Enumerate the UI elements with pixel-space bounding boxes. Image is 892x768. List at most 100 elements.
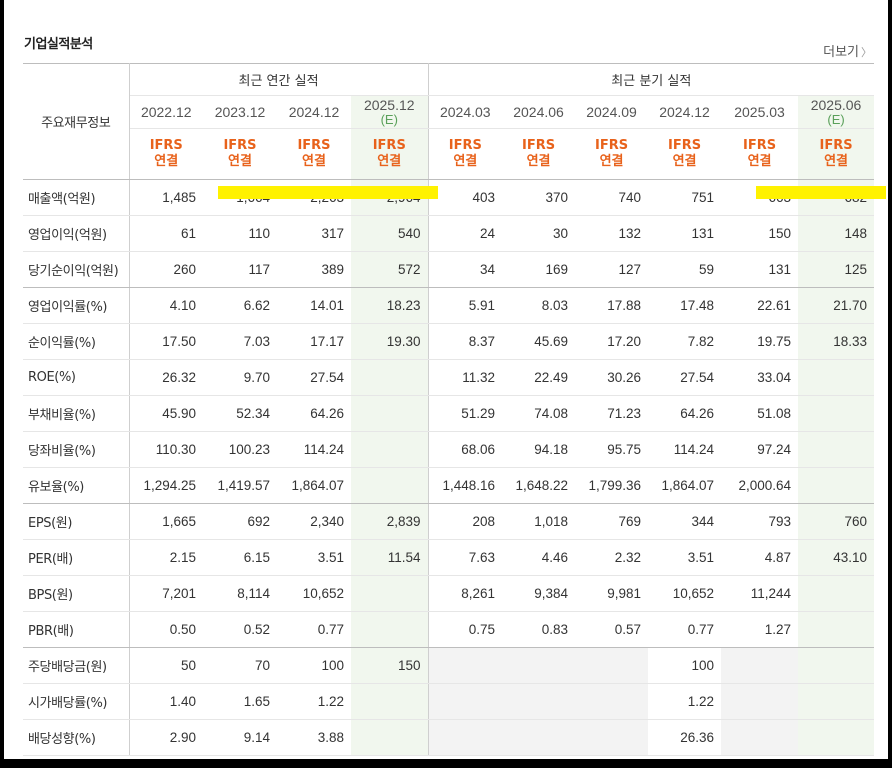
period-label: 2024.06 (513, 104, 564, 120)
value-cell: 51.29 (427, 395, 503, 432)
consolidated-label: 연결 (377, 154, 402, 169)
value-cell: 0.77 (277, 611, 351, 648)
period-label: 2024.12 (288, 104, 340, 120)
value-cell: 17.88 (575, 287, 649, 324)
value-cell: 17.20 (575, 323, 649, 360)
ifrs-consolidated-badge: IFRS 연결 (575, 128, 649, 180)
ifrs-label: IFRS (594, 138, 629, 153)
period-header: 2024.06 (502, 95, 576, 129)
value-cell: 27.54 (277, 359, 351, 396)
value-cell (575, 719, 649, 756)
value-cell (798, 575, 875, 612)
value-cell: 22.61 (721, 287, 799, 324)
value-cell: 1,018 (502, 503, 576, 540)
value-cell: 34 (427, 251, 503, 288)
value-cell (575, 647, 649, 684)
period-label: 2024.03 (439, 104, 491, 120)
value-cell: 0.57 (575, 611, 649, 648)
table-row: PBR(배) 0.50 0.52 0.77 0.75 0.83 0.57 0.77 1.27 (23, 611, 875, 648)
value-cell: 11.32 (427, 359, 503, 396)
ifrs-label: IFRS (448, 138, 482, 153)
value-cell: 370 (502, 179, 576, 216)
value-cell: 740 (575, 179, 649, 216)
value-cell: 260 (129, 251, 203, 288)
value-cell: 61 (129, 215, 203, 252)
row-label: 매출액(억원) (23, 179, 130, 216)
value-cell: 10,652 (277, 575, 351, 612)
more-label: 더보기 (823, 45, 859, 60)
value-cell: 5.91 (427, 287, 503, 324)
value-cell (798, 395, 875, 432)
value-cell (798, 467, 875, 504)
ifrs-label: IFRS (742, 138, 777, 153)
table-row: 매출액(억원)1,4851,6642,2632,9644033707407516… (23, 179, 875, 216)
value-cell: 769 (575, 503, 649, 540)
value-cell: 68.06 (427, 431, 503, 468)
value-cell: 30.26 (575, 359, 649, 396)
value-cell: 344 (648, 503, 722, 540)
value-cell (798, 431, 875, 468)
financial-table: 주요재무정보 최근 연간 실적 최근 분기 실적 2022.12 2023.12 2… (23, 63, 875, 756)
value-cell: 148 (798, 215, 875, 252)
value-cell (798, 719, 875, 756)
value-cell: 100 (277, 647, 351, 684)
ifrs-consolidated-badge: IFRS 연결 (648, 128, 722, 180)
value-cell: 751 (648, 179, 722, 216)
value-cell: 97.24 (721, 431, 799, 468)
value-cell: 1,864.07 (277, 467, 351, 504)
ifrs-label: IFRS (149, 138, 183, 153)
value-cell: 8.03 (502, 287, 576, 324)
value-cell: 9.70 (203, 359, 277, 396)
value-cell: 45.90 (129, 395, 203, 432)
ifrs-consolidated-badge: IFRS 연결 (203, 128, 277, 180)
value-cell: 45.69 (502, 323, 576, 360)
value-cell: 3.88 (277, 719, 351, 756)
value-cell: 10,652 (648, 575, 722, 612)
period-header: 2024.12 (648, 95, 722, 129)
value-cell: 1.40 (129, 683, 203, 720)
row-label: 순이익률(%) (23, 323, 130, 360)
row-label: PBR(배) (23, 611, 130, 648)
table-row: 당좌비율(%) 110.30 100.23 114.24 68.06 94.18 95.75… (23, 431, 875, 468)
value-cell: 1.65 (203, 683, 277, 720)
value-cell: 9,384 (502, 575, 576, 612)
period-header: 2024.09 (575, 95, 649, 129)
value-cell: 2.15 (129, 539, 203, 576)
value-cell: 1.27 (721, 611, 799, 648)
value-cell: 71.23 (575, 395, 649, 432)
value-cell (351, 719, 429, 756)
ifrs-consolidated-badge: IFRS 연결 (721, 128, 799, 180)
value-cell (502, 647, 576, 684)
value-cell (351, 683, 429, 720)
value-cell: 9,981 (575, 575, 649, 612)
value-cell: 692 (203, 503, 277, 540)
row-label-header: 주요재무정보 (23, 63, 130, 180)
value-cell (351, 359, 429, 396)
value-cell: 17.50 (129, 323, 203, 360)
value-cell: 7.63 (427, 539, 503, 576)
value-cell: 1,448.16 (427, 467, 503, 504)
more-link[interactable]: 더보기 〉 (823, 41, 872, 60)
value-cell: 17.48 (648, 287, 722, 324)
value-cell: 21.70 (798, 287, 875, 324)
period-label: 2024.09 (586, 104, 637, 120)
value-cell: 4.10 (129, 287, 203, 324)
period-label: 2025.03 (734, 104, 785, 120)
value-cell: 0.50 (129, 611, 203, 648)
value-cell (798, 359, 875, 396)
value-cell: 64.26 (648, 395, 722, 432)
consolidated-label: 연결 (672, 154, 697, 169)
value-cell: 8,114 (203, 575, 277, 612)
value-cell: 26.32 (129, 359, 203, 396)
value-cell: 100.23 (203, 431, 277, 468)
value-cell: 540 (351, 215, 429, 252)
value-cell: 403 (427, 179, 503, 216)
value-cell: 4.46 (502, 539, 576, 576)
value-cell: 3.51 (648, 539, 722, 576)
value-cell: 2.90 (129, 719, 203, 756)
row-label: 시가배당률(%) (23, 683, 130, 720)
ifrs-consolidated-badge: IFRS 연결 (427, 128, 503, 180)
value-cell: 11.54 (351, 539, 429, 576)
value-cell: 43.10 (798, 539, 875, 576)
row-label: 주당배당금(원) (23, 647, 130, 684)
